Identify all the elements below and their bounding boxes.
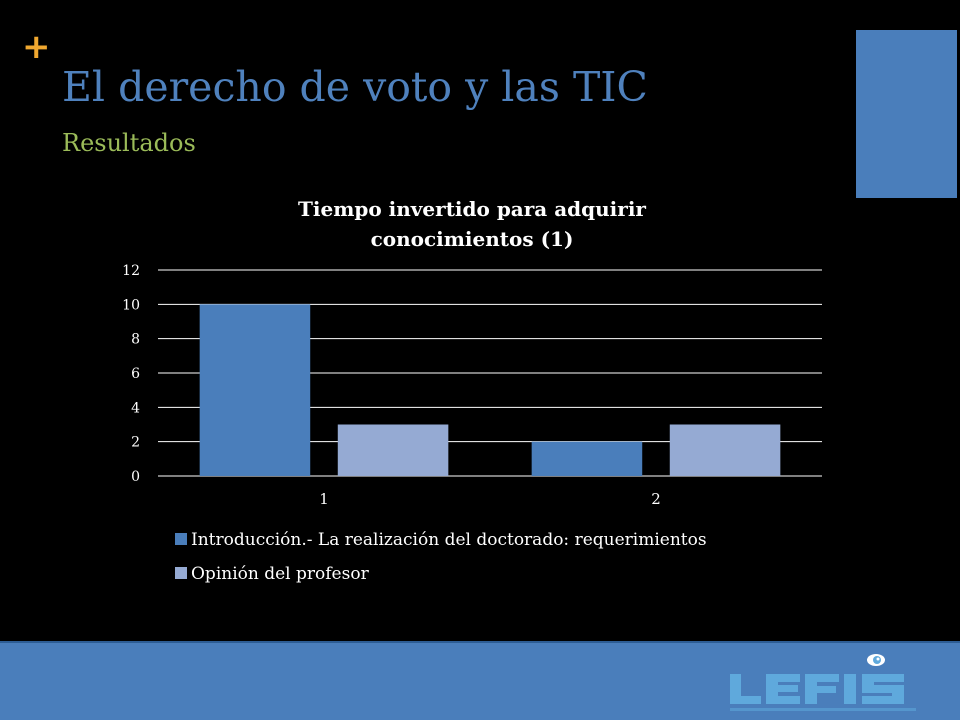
slide-subtitle: Resultados (62, 129, 196, 157)
x-tick-label: 1 (319, 490, 329, 508)
y-tick-label: 12 (122, 263, 140, 279)
eye-icon (867, 654, 885, 666)
legend-label: Introducción.- La realización del doctor… (191, 530, 707, 550)
bar-series2-cat1 (337, 424, 449, 476)
chart-title: Tiempo invertido para adquirir conocimien… (298, 197, 646, 251)
legend-swatch (175, 567, 187, 579)
legend-label: Opinión del profesor (191, 564, 370, 584)
chart-legend: Introducción.- La realización del doctor… (175, 530, 707, 584)
y-tick-label: 6 (131, 366, 140, 382)
lefis-logo (730, 654, 916, 711)
bar-series1-cat1 (199, 304, 311, 476)
bar-series1-cat2 (531, 441, 643, 476)
accent-bar (856, 30, 957, 198)
plus-icon: + (22, 27, 51, 67)
y-tick-label: 2 (131, 435, 140, 451)
y-tick-label: 4 (131, 400, 140, 416)
y-axis: 0 2 4 6 8 10 12 (122, 263, 140, 485)
y-tick-label: 10 (122, 297, 140, 313)
x-tick-label: 2 (651, 490, 661, 508)
bar-series2-cat2 (669, 424, 781, 476)
chart-bars (199, 304, 781, 476)
slide-title: El derecho de voto y las TIC (62, 63, 648, 111)
chart-title-line: Tiempo invertido para adquirir (298, 197, 646, 221)
logo-letters (730, 674, 904, 704)
y-tick-label: 8 (131, 332, 140, 348)
legend-swatch (175, 533, 187, 545)
y-tick-label: 0 (131, 469, 140, 485)
chart-title-line: conocimientos (1) (371, 227, 574, 251)
bar-chart: Tiempo invertido para adquirir conocimien… (122, 197, 822, 584)
